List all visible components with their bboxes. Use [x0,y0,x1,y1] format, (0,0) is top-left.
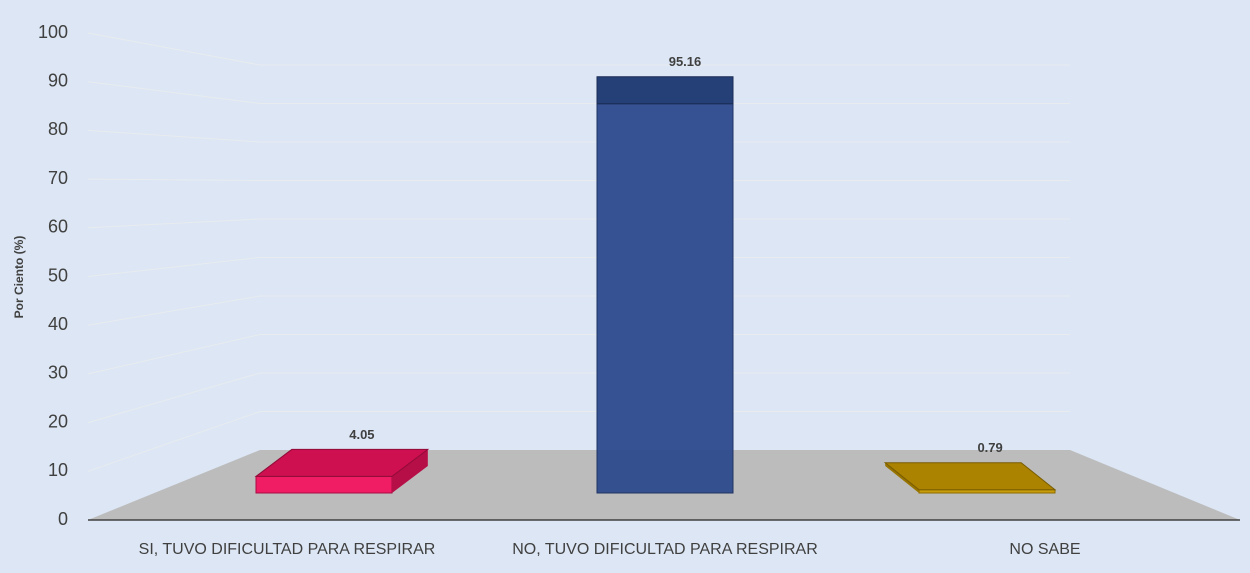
bar-front [596,103,734,494]
value-label: 0.79 [977,440,1002,455]
y-tick-label: 60 [48,217,68,237]
y-tick-label: 90 [48,70,68,90]
grid-line [87,411,1070,472]
y-axis-label: Por Ciento (%) [12,236,26,319]
value-label: 4.05 [349,427,374,442]
bar [254,448,430,494]
y-tick-label: 10 [48,460,68,480]
x-tick-label: SI, TUVO DIFICULTAD PARA RESPIRAR [139,541,436,558]
y-tick-label: 80 [48,119,68,139]
y-tick-label: 100 [38,22,68,42]
grid-line [87,32,1070,66]
grid-line [87,81,1070,104]
bar-top [254,448,430,477]
y-tick-label: 0 [58,509,68,529]
bar-front [255,475,393,494]
grid-line [87,372,1070,424]
grid-line [87,178,1070,181]
bar [596,76,734,494]
bar-side [885,462,919,493]
bar-side [392,449,428,493]
grid-line [87,295,1070,326]
y-tick-label: 40 [48,314,68,334]
y-tick-label: 30 [48,363,68,383]
grid-line [87,129,1070,143]
bar-top [883,462,1057,491]
y-tick-label: 50 [48,265,68,285]
value-label: 95.16 [669,54,702,69]
y-tick-label: 70 [48,168,68,188]
x-tick-label: NO SABE [1009,541,1080,558]
bar [883,462,1057,494]
bar-top [596,76,734,105]
y-tick-label: 20 [48,411,68,431]
grid-line [87,257,1070,277]
grid-line [87,218,1070,229]
grid-line [87,334,1070,375]
x-tick-label: NO, TUVO DIFICULTAD PARA RESPIRAR [512,541,818,558]
